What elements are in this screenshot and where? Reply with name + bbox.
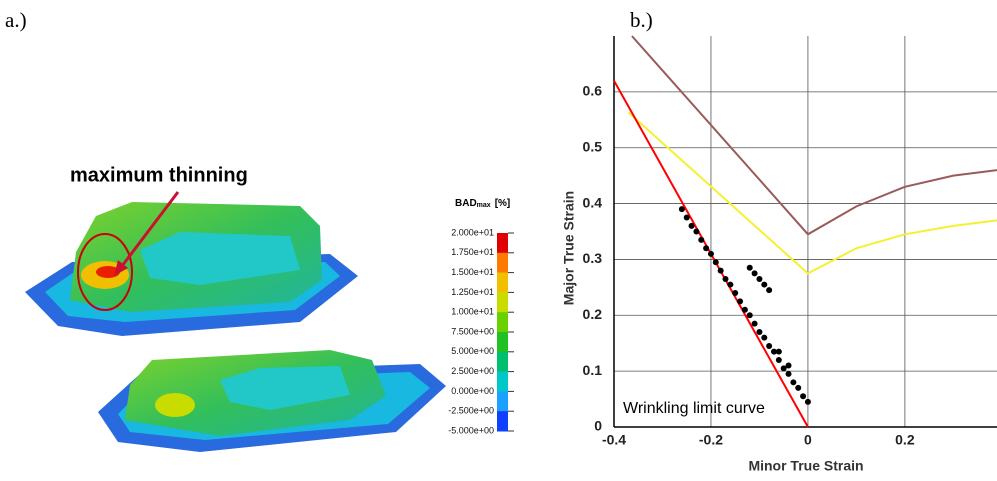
strain-point: [761, 282, 767, 288]
colorbar-swatch: [497, 312, 508, 332]
strain-point: [795, 385, 801, 391]
y-tick-label: 0.3: [583, 250, 603, 266]
colorbar-tick-label: 0.000e+00: [451, 386, 494, 396]
strain-point: [727, 282, 733, 288]
colorbar-title-unit: [%]: [495, 198, 511, 209]
strain-point: [708, 251, 714, 257]
strain-point: [679, 206, 685, 212]
x-tick-label: 0.2: [895, 432, 915, 448]
colorbar-tick-label: 1.250e+01: [451, 287, 494, 297]
strain-point: [776, 349, 782, 355]
y-tick-label: 0.4: [583, 194, 603, 210]
strain-point: [752, 321, 758, 327]
x-tick-label: -0.4: [602, 432, 626, 448]
colorbar: 2.000e+01 1.750e+01 1.500e+01 1.250e+01 1.00…: [448, 227, 514, 435]
strain-point: [737, 298, 743, 304]
colorbar-swatch: [497, 273, 508, 293]
strain-point: [747, 312, 753, 318]
colorbar-swatch: [497, 292, 508, 312]
colorbar-tick-label: 5.000e+00: [451, 346, 494, 356]
colorbar-swatch: [497, 332, 508, 352]
colorbar-title: BADmax [%]: [455, 198, 510, 209]
y-tick-label: 0.2: [583, 306, 603, 322]
colorbar-tick-label: -5.000e+00: [448, 425, 494, 435]
colorbar-swatch: [497, 391, 508, 411]
strain-point: [742, 307, 748, 313]
strain-point: [752, 270, 758, 276]
figure: a.) maximum thinning BADmax [%] 2.000e+01…: [0, 0, 997, 481]
strain-point: [689, 223, 695, 229]
colorbar-swatch: [497, 233, 508, 253]
x-tick-label: 0: [804, 432, 812, 448]
colorbar-tick-label: 2.500e+00: [451, 366, 494, 376]
strain-point: [786, 363, 792, 369]
strain-point: [790, 379, 796, 385]
strain-point: [747, 265, 753, 271]
colorbar-title-sub: max: [477, 202, 491, 209]
strain-point: [756, 276, 762, 282]
strain-point: [698, 237, 704, 243]
colorbar-tick-label: 1.750e+01: [451, 247, 494, 257]
strain-point: [684, 215, 690, 221]
strain-point: [756, 329, 762, 335]
chart-title: b.): [630, 8, 653, 32]
y-tick-label: 0.1: [583, 362, 603, 378]
strain-point: [800, 393, 806, 399]
strain-point: [718, 268, 724, 274]
colorbar-tick-label: -2.500e+00: [448, 406, 494, 416]
colorbar-swatch: [497, 253, 508, 273]
colorbar-title-main: BAD: [455, 198, 477, 209]
y-tick-label: 0.6: [583, 83, 603, 99]
annotation: maximum thinning: [70, 164, 248, 186]
strain-point: [732, 290, 738, 296]
colorbar-tick-label: 1.500e+01: [451, 267, 494, 277]
strain-point: [761, 335, 767, 341]
colorbar-swatch: [497, 372, 508, 392]
strain-point: [723, 276, 729, 282]
strain-point: [693, 229, 699, 235]
page: {"panel_a": {"label": "a.)", "annotation…: [0, 0, 997, 481]
part-region: [155, 393, 195, 417]
strain-point: [703, 245, 709, 251]
strain-point: [713, 259, 719, 265]
colorbar-swatch: [497, 411, 508, 431]
annotation: Wrinkling limit curve: [623, 400, 765, 417]
colorbar-tick-label: 1.000e+01: [451, 307, 494, 317]
y-axis-label: Major True Strain: [561, 191, 577, 305]
colorbar-tick-label: 2.000e+01: [451, 227, 494, 237]
x-axis-label: Minor True Strain: [748, 458, 863, 474]
y-tick-label: 0.5: [583, 138, 603, 154]
strain-point: [776, 357, 782, 363]
strain-point: [786, 371, 792, 377]
strain-point: [766, 343, 772, 349]
colorbar-swatch: [497, 352, 508, 372]
colorbar-tick-label: 7.500e+00: [451, 326, 494, 336]
strain-point: [805, 399, 811, 405]
x-tick-label: -0.2: [699, 432, 723, 448]
strain-point: [766, 287, 772, 293]
panel-label: a.): [5, 8, 27, 32]
